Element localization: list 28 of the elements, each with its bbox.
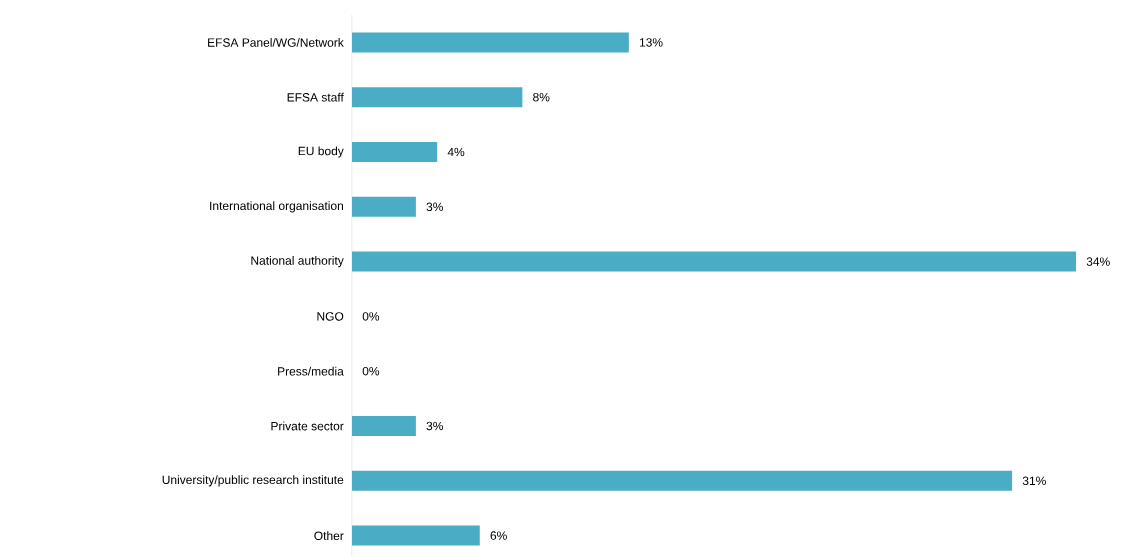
y-tick-label: Press/media: [278, 366, 344, 376]
y-tick-label: EFSA Panel/WG/Network: [208, 38, 344, 47]
bar: [352, 87, 523, 108]
data-label: 3%: [426, 421, 443, 431]
bar: [352, 196, 416, 217]
data-label: 31%: [1022, 476, 1046, 486]
bar: [352, 32, 629, 53]
y-tick-label: EFSA staff: [287, 92, 344, 102]
y-tick-label: NGO: [317, 312, 344, 321]
data-label: 3%: [426, 202, 443, 212]
data-label: 8%: [533, 92, 550, 102]
y-tick-label: International organisation: [210, 201, 343, 213]
bar: [352, 415, 416, 436]
data-label: 0%: [362, 366, 380, 376]
y-tick-label: EU body: [298, 146, 344, 158]
bar: [352, 525, 480, 546]
bar: [352, 142, 438, 162]
data-label: 4%: [447, 147, 465, 157]
data-label: 34%: [1086, 257, 1110, 266]
data-label: 6%: [490, 531, 507, 540]
y-tick-label: Other: [314, 531, 344, 540]
data-label: 13%: [639, 38, 663, 47]
bar: [352, 251, 1076, 272]
y-tick-label: University/public research institute: [162, 475, 344, 487]
data-label: 0%: [362, 312, 380, 321]
y-tick-label: Private sector: [271, 421, 344, 431]
bar: [352, 470, 1013, 491]
y-tick-label: National authority: [251, 256, 344, 268]
